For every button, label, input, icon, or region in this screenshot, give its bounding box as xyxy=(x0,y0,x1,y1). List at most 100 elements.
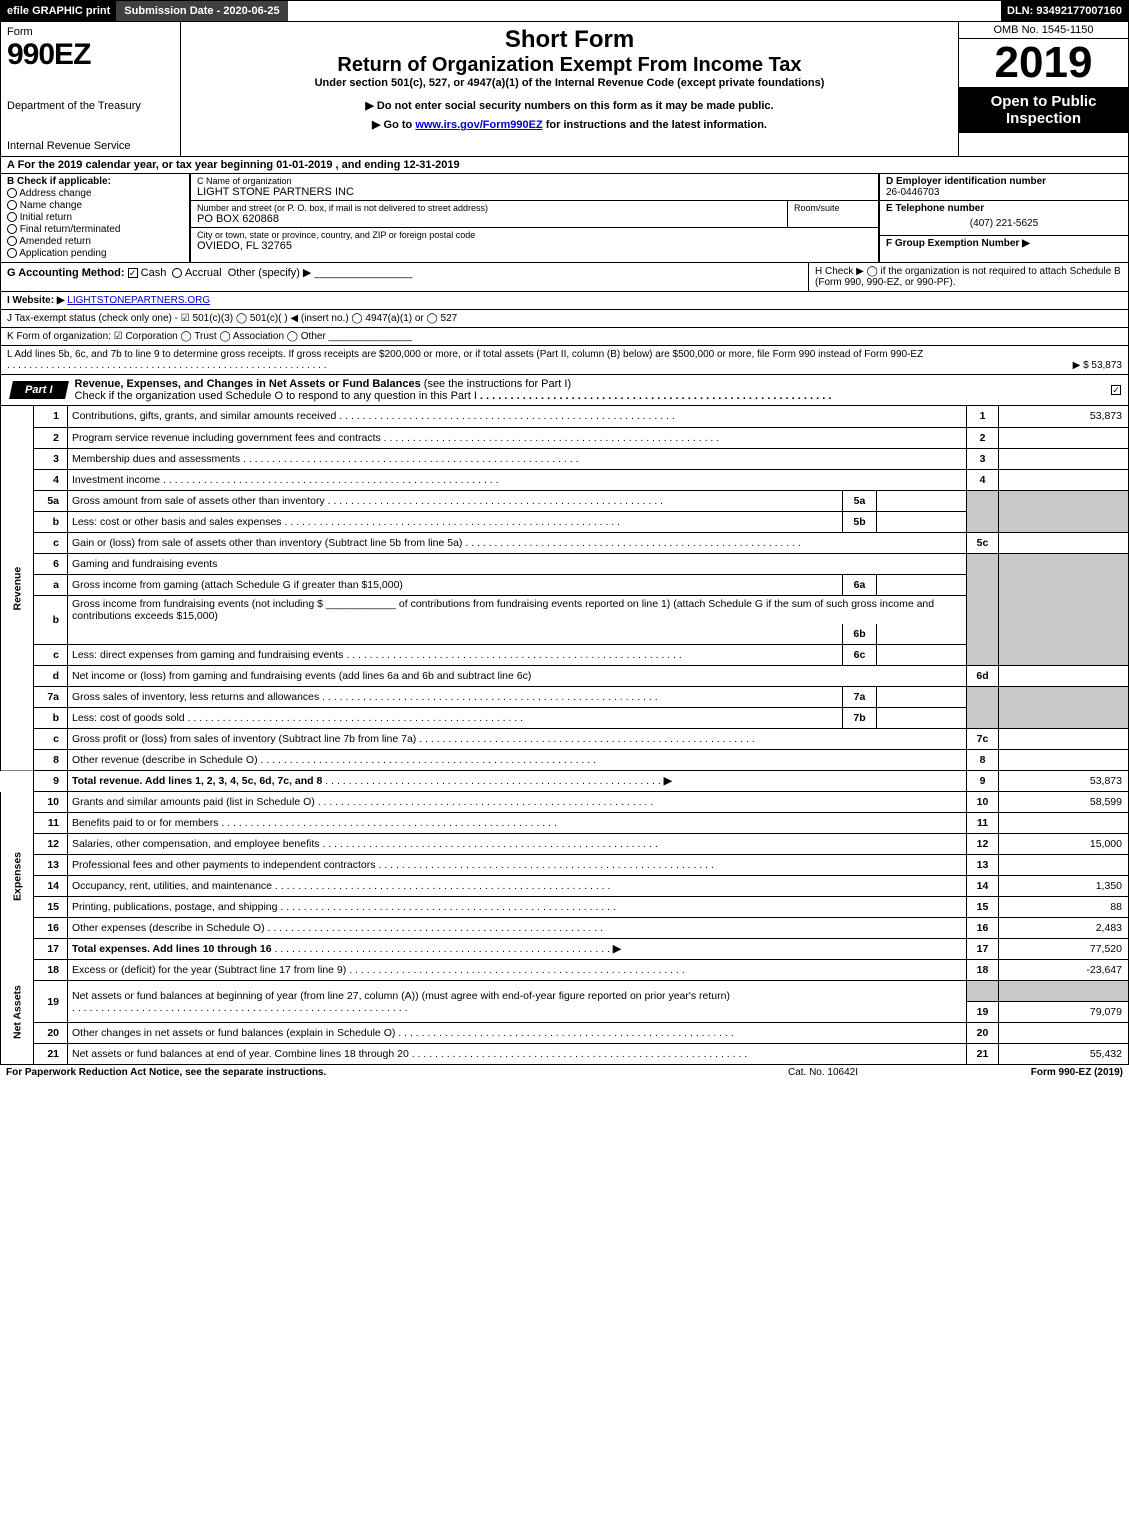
mln-6b: 6b xyxy=(843,624,877,645)
chk-cash[interactable]: ✓ xyxy=(128,268,138,278)
info-block: B Check if applicable: Address change Na… xyxy=(0,174,1129,263)
mln-6a: 6a xyxy=(843,574,877,595)
efile-label[interactable]: efile GRAPHIC print xyxy=(1,1,116,21)
mln-5b: 5b xyxy=(843,511,877,532)
desc-1: Contributions, gifts, grants, and simila… xyxy=(68,406,967,427)
street-value: PO BOX 620868 xyxy=(197,213,781,225)
line-j: J Tax-exempt status (check only one) - ☑… xyxy=(0,310,1129,328)
street-label: Number and street (or P. O. box, if mail… xyxy=(197,203,781,213)
desc-5a: Gross amount from sale of assets other t… xyxy=(68,490,843,511)
box-def: D Employer identification number 26-0446… xyxy=(878,174,1128,262)
part-i-header: Part I Revenue, Expenses, and Changes in… xyxy=(0,375,1129,406)
website-link[interactable]: LIGHTSTONEPARTNERS.ORG xyxy=(67,295,210,306)
desc-10: Grants and similar amounts paid (list in… xyxy=(68,792,967,813)
ln-19: 19 xyxy=(34,981,68,1023)
part-i-title: Revenue, Expenses, and Changes in Net As… xyxy=(67,375,1104,405)
street-row: Number and street (or P. O. box, if mail… xyxy=(191,201,878,228)
org-name-value: LIGHT STONE PARTNERS INC xyxy=(197,186,872,198)
num-9: 9 xyxy=(967,771,999,792)
shade-5v xyxy=(999,490,1129,532)
ln-2: 2 xyxy=(34,427,68,448)
chk-final-return[interactable]: Final return/terminated xyxy=(7,224,183,235)
mln-7b: 7b xyxy=(843,708,877,729)
shade-5 xyxy=(967,490,999,532)
desc-6c: Less: direct expenses from gaming and fu… xyxy=(68,645,843,666)
line-a: A For the 2019 calendar year, or tax yea… xyxy=(0,157,1129,174)
desc-18: Excess or (deficit) for the year (Subtra… xyxy=(68,960,967,981)
num-11: 11 xyxy=(967,813,999,834)
shade-7v xyxy=(999,687,1129,729)
num-19: 19 xyxy=(967,1002,999,1023)
open-to-public: Open to Public Inspection xyxy=(959,87,1128,133)
ln-6a: a xyxy=(34,574,68,595)
val-19: 79,079 xyxy=(999,1002,1129,1023)
chk-initial-return[interactable]: Initial return xyxy=(7,212,183,223)
num-13: 13 xyxy=(967,855,999,876)
box-d: D Employer identification number 26-0446… xyxy=(880,174,1128,201)
goto-post: for instructions and the latest informat… xyxy=(543,119,767,131)
topbar-fill xyxy=(288,1,1001,21)
val-17: 77,520 xyxy=(999,939,1129,960)
side-net-assets: Net Assets xyxy=(1,960,34,1065)
form-number: 990EZ xyxy=(7,38,174,72)
num-10: 10 xyxy=(967,792,999,813)
desc-9: Total revenue. Add lines 1, 2, 3, 4, 5c,… xyxy=(68,771,967,792)
ln-7a: 7a xyxy=(34,687,68,708)
num-16: 16 xyxy=(967,918,999,939)
chk-amended-return[interactable]: Amended return xyxy=(7,236,183,247)
desc-19: Net assets or fund balances at beginning… xyxy=(68,981,967,1023)
val-3 xyxy=(999,448,1129,469)
ln-6b: b xyxy=(34,595,68,645)
ln-4: 4 xyxy=(34,469,68,490)
chk-accrual[interactable] xyxy=(172,268,182,278)
val-21: 55,432 xyxy=(999,1044,1129,1065)
chk-name-change[interactable]: Name change xyxy=(7,200,183,211)
ln-9: 9 xyxy=(34,771,68,792)
shade-7 xyxy=(967,687,999,729)
chk-address-change[interactable]: Address change xyxy=(7,188,183,199)
val-4 xyxy=(999,469,1129,490)
footer-left: For Paperwork Reduction Act Notice, see … xyxy=(6,1067,723,1078)
part-i-table: Revenue 1 Contributions, gifts, grants, … xyxy=(0,406,1129,1065)
phone-label: E Telephone number xyxy=(886,203,984,214)
dln-label: DLN: 93492177007160 xyxy=(1001,1,1128,21)
part-i-checkbox[interactable]: ✓ xyxy=(1104,384,1128,396)
val-11 xyxy=(999,813,1129,834)
ln-10: 10 xyxy=(34,792,68,813)
val-9: 53,873 xyxy=(999,771,1129,792)
ein-label: D Employer identification number xyxy=(886,176,1046,187)
box-f: F Group Exemption Number ▶ xyxy=(880,236,1128,262)
line-k: K Form of organization: ☑ Corporation ◯ … xyxy=(0,328,1129,346)
chk-application-pending[interactable]: Application pending xyxy=(7,248,183,259)
ln-17: 17 xyxy=(34,939,68,960)
val-13 xyxy=(999,855,1129,876)
num-8: 8 xyxy=(967,750,999,771)
line-h: H Check ▶ ◯ if the organization is not r… xyxy=(808,263,1128,291)
mval-5a xyxy=(877,490,967,511)
ln-18: 18 xyxy=(34,960,68,981)
ln-1: 1 xyxy=(34,406,68,427)
mval-6a xyxy=(877,574,967,595)
val-14: 1,350 xyxy=(999,876,1129,897)
mval-7a xyxy=(877,687,967,708)
ln-8: 8 xyxy=(34,750,68,771)
desc-14: Occupancy, rent, utilities, and maintena… xyxy=(68,876,967,897)
desc-7b: Less: cost of goods sold xyxy=(68,708,843,729)
header-right: OMB No. 1545-1150 2019 Open to Public In… xyxy=(958,22,1128,156)
ln-15: 15 xyxy=(34,897,68,918)
mval-5b xyxy=(877,511,967,532)
desc-17: Total expenses. Add lines 10 through 16 … xyxy=(68,939,967,960)
group-exemption-label: F Group Exemption Number ▶ xyxy=(886,238,1030,249)
goto-line: ▶ Go to www.irs.gov/Form990EZ for instru… xyxy=(189,118,950,131)
goto-link[interactable]: www.irs.gov/Form990EZ xyxy=(415,119,542,131)
desc-3: Membership dues and assessments xyxy=(68,448,967,469)
part-i-badge: Part I xyxy=(9,381,68,399)
val-12: 15,000 xyxy=(999,834,1129,855)
short-form-title: Short Form xyxy=(189,26,950,54)
num-15: 15 xyxy=(967,897,999,918)
num-20: 20 xyxy=(967,1023,999,1044)
val-15: 88 xyxy=(999,897,1129,918)
box-b: B Check if applicable: Address change Na… xyxy=(1,174,191,262)
city-value: OVIEDO, FL 32765 xyxy=(197,240,872,252)
website-label: I Website: ▶ xyxy=(7,295,65,306)
